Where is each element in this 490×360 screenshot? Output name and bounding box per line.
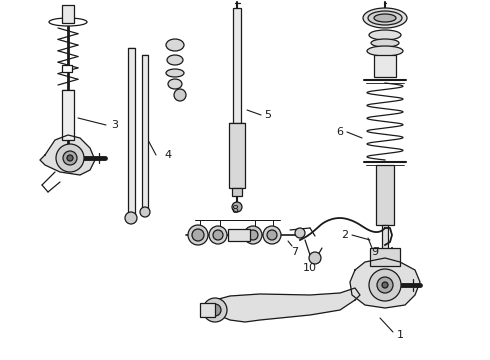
Bar <box>370 248 400 266</box>
Text: 3: 3 <box>112 120 119 130</box>
Text: 2: 2 <box>342 230 348 240</box>
Circle shape <box>309 252 321 264</box>
Ellipse shape <box>369 30 401 40</box>
Text: 7: 7 <box>292 247 298 257</box>
Bar <box>142 55 148 210</box>
Circle shape <box>188 225 208 245</box>
Bar <box>232 188 242 196</box>
Circle shape <box>213 230 223 240</box>
Circle shape <box>267 230 277 240</box>
Circle shape <box>295 228 305 238</box>
Circle shape <box>232 202 242 212</box>
Polygon shape <box>210 288 360 322</box>
Circle shape <box>369 269 401 301</box>
Ellipse shape <box>168 79 182 89</box>
Ellipse shape <box>166 39 184 51</box>
Bar <box>128 48 135 216</box>
Circle shape <box>140 207 150 217</box>
Bar <box>62 90 74 140</box>
Circle shape <box>56 144 84 172</box>
Circle shape <box>377 277 393 293</box>
Circle shape <box>125 212 137 224</box>
Text: 8: 8 <box>231 205 239 215</box>
Circle shape <box>174 89 186 101</box>
Circle shape <box>248 230 258 240</box>
Bar <box>382 225 388 250</box>
Polygon shape <box>350 258 420 308</box>
Ellipse shape <box>368 11 402 25</box>
Polygon shape <box>40 135 95 175</box>
Bar <box>200 303 215 317</box>
Bar <box>233 8 241 123</box>
Text: 1: 1 <box>396 330 403 340</box>
Text: 9: 9 <box>371 247 379 257</box>
Circle shape <box>209 304 221 316</box>
Text: 5: 5 <box>265 110 271 120</box>
Ellipse shape <box>363 8 407 28</box>
Ellipse shape <box>49 18 87 26</box>
Circle shape <box>263 226 281 244</box>
Circle shape <box>244 226 262 244</box>
Ellipse shape <box>374 14 396 22</box>
Circle shape <box>209 226 227 244</box>
Text: 4: 4 <box>165 150 172 160</box>
Circle shape <box>67 155 73 161</box>
Bar <box>374 55 396 77</box>
Ellipse shape <box>167 55 183 65</box>
Circle shape <box>203 298 227 322</box>
Bar <box>376 165 394 225</box>
Bar <box>228 229 250 241</box>
Bar <box>62 5 74 23</box>
Circle shape <box>63 151 77 165</box>
Circle shape <box>382 282 388 288</box>
Bar <box>229 123 245 188</box>
Ellipse shape <box>367 46 403 56</box>
Text: 10: 10 <box>303 263 317 273</box>
Ellipse shape <box>371 39 399 47</box>
Circle shape <box>192 229 204 241</box>
Text: 6: 6 <box>337 127 343 137</box>
Bar <box>62 65 72 72</box>
Ellipse shape <box>166 69 184 77</box>
